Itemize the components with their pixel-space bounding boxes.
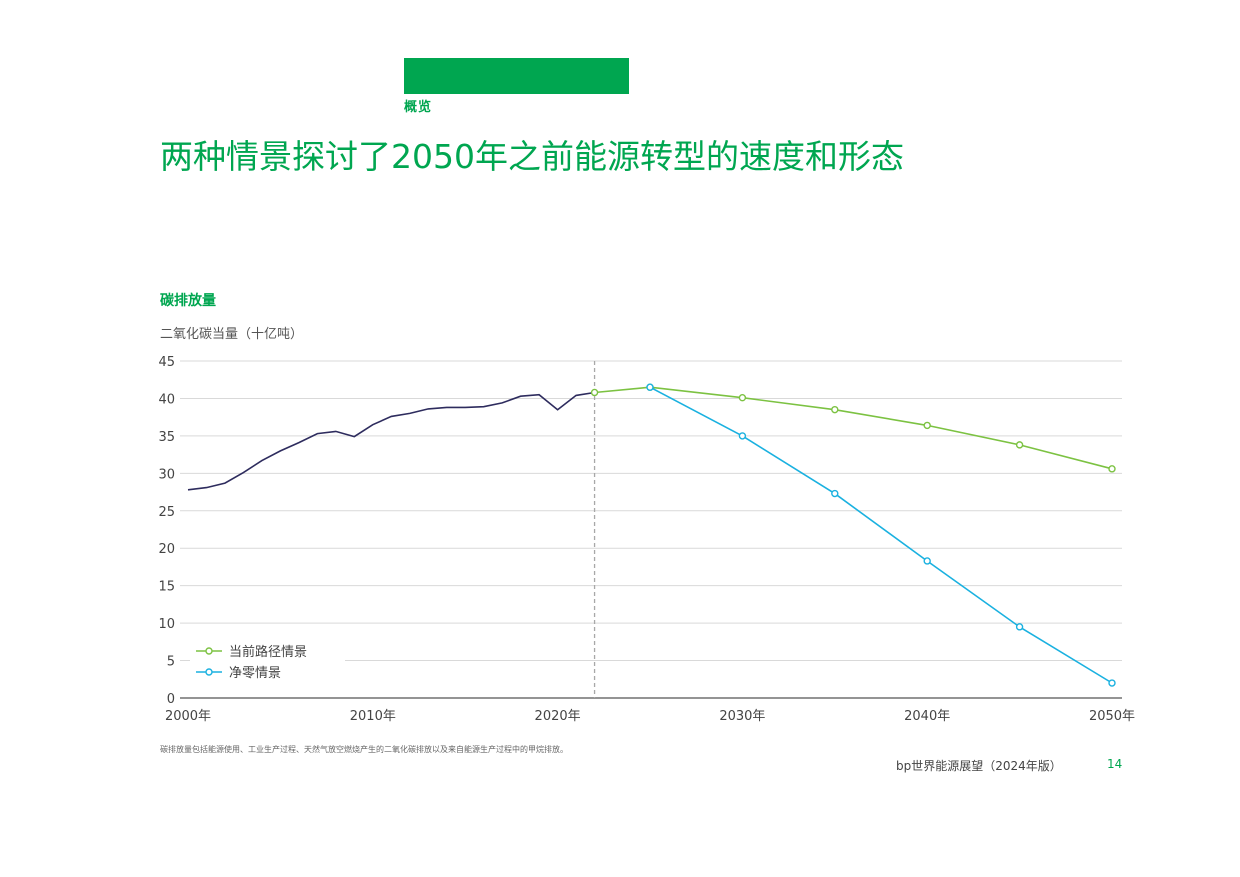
net-zero-point — [738, 432, 747, 440]
page-title: 两种情景探讨了2050年之前能源转型的速度和形态 — [160, 137, 904, 176]
y-tick-label: 0 — [167, 692, 175, 707]
legend-background — [190, 638, 345, 686]
legend-label-current-trajectory: 当前路径情景 — [229, 644, 307, 660]
y-axis-label: 二氧化碳当量（十亿吨） — [160, 327, 304, 342]
x-tick-label: 2010年 — [350, 709, 396, 724]
net-zero-point — [1015, 623, 1024, 631]
historical-emissions-line — [187, 391, 595, 491]
y-tick-label: 30 — [158, 467, 175, 482]
net-zero-point — [646, 383, 654, 391]
chart-footnote: 碳排放量包括能源使用、工业生产过程、天然气放空燃烧产生的二氧化碳排放以及来自能源… — [160, 745, 568, 754]
current-trajectory-point — [923, 421, 931, 430]
legend-label-net-zero: 净零情景 — [229, 666, 281, 681]
y-tick-label: 35 — [158, 430, 175, 445]
net-zero-point — [831, 489, 839, 498]
y-tick-label: 20 — [158, 542, 175, 557]
net-zero-point — [923, 557, 931, 565]
y-tick-label: 25 — [158, 505, 175, 520]
current-trajectory-point — [1108, 465, 1116, 473]
legend-marker-net-zero — [205, 668, 213, 676]
page-number: 14 — [1107, 757, 1123, 771]
x-tick-label: 2020年 — [535, 709, 581, 724]
y-tick-label: 45 — [158, 355, 175, 370]
x-tick-label: 2040年 — [904, 709, 950, 724]
y-tick-label: 5 — [167, 655, 175, 670]
chart-title: 碳排放量 — [160, 293, 216, 309]
current-trajectory-point — [738, 393, 747, 402]
net-zero-line — [649, 386, 1113, 684]
net-zero-point — [1108, 679, 1116, 687]
legend-marker-current-trajectory — [205, 647, 213, 655]
x-tick-label: 2050年 — [1089, 709, 1135, 724]
section-label: 概览 — [404, 100, 433, 115]
publication-name: bp世界能源展望（2024年版） — [896, 759, 1062, 773]
current-trajectory-point — [590, 388, 599, 397]
x-tick-label: 2000年 — [165, 709, 211, 724]
y-tick-label: 15 — [158, 580, 175, 595]
current-trajectory-point — [831, 405, 839, 414]
section-color-bar — [404, 58, 629, 94]
y-tick-label: 40 — [158, 392, 175, 407]
x-tick-label: 2030年 — [719, 709, 765, 724]
current-trajectory-point — [1015, 441, 1024, 449]
y-tick-label: 10 — [158, 617, 175, 632]
